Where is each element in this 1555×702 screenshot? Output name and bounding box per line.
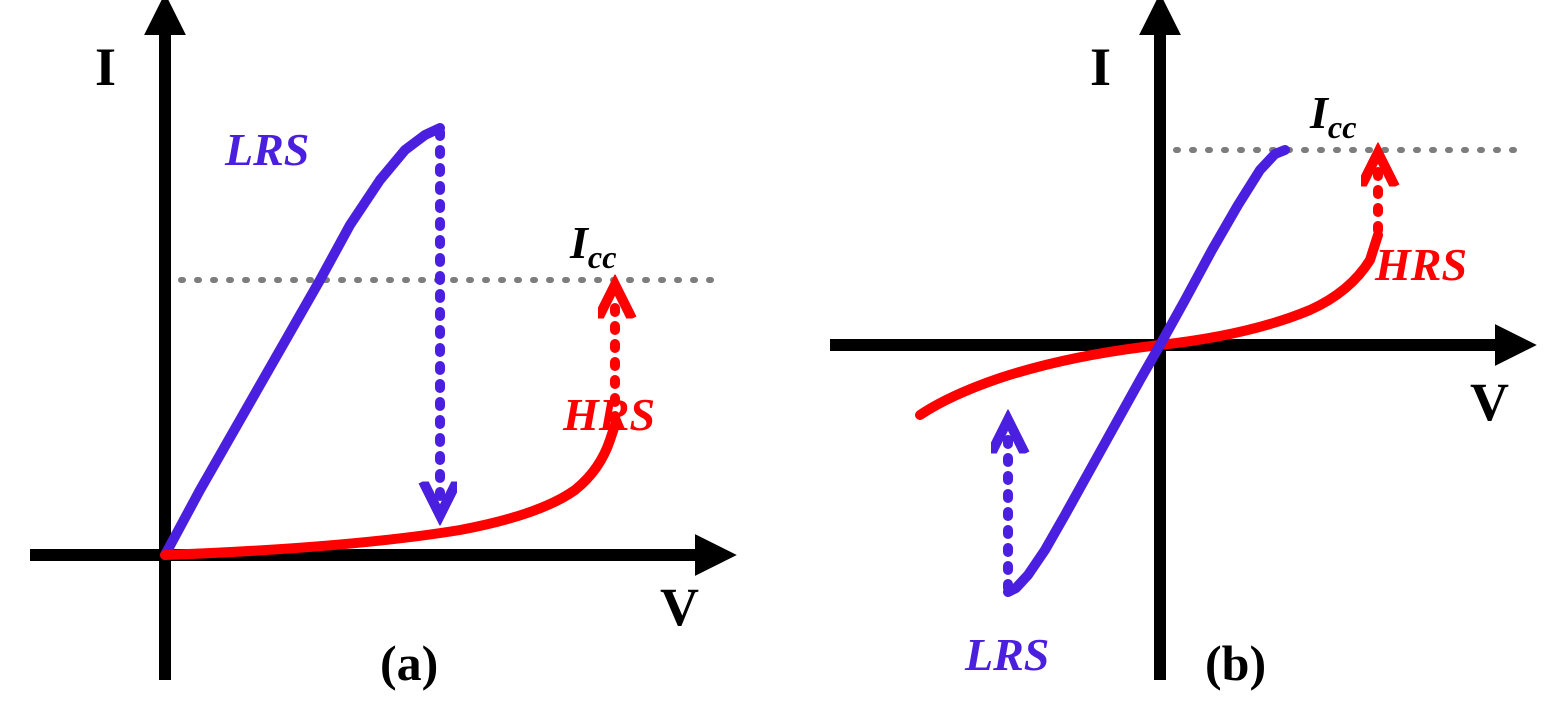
panel-b-v-label: V (1470, 372, 1509, 432)
panel-b-i-label: I (1090, 37, 1111, 97)
panel-a-i-label: I (95, 37, 116, 97)
panel-b-hrs-label: HRS (1374, 239, 1467, 290)
panel-b-label: (b) (1205, 635, 1266, 691)
panel-a-hrs-label: HRS (562, 389, 655, 440)
panel-a-lrs-label: LRS (224, 124, 309, 175)
panel-a-label: (a) (380, 635, 438, 691)
panel-b-lrs-label: LRS (964, 629, 1049, 680)
panel-a-v-label: V (660, 577, 699, 637)
